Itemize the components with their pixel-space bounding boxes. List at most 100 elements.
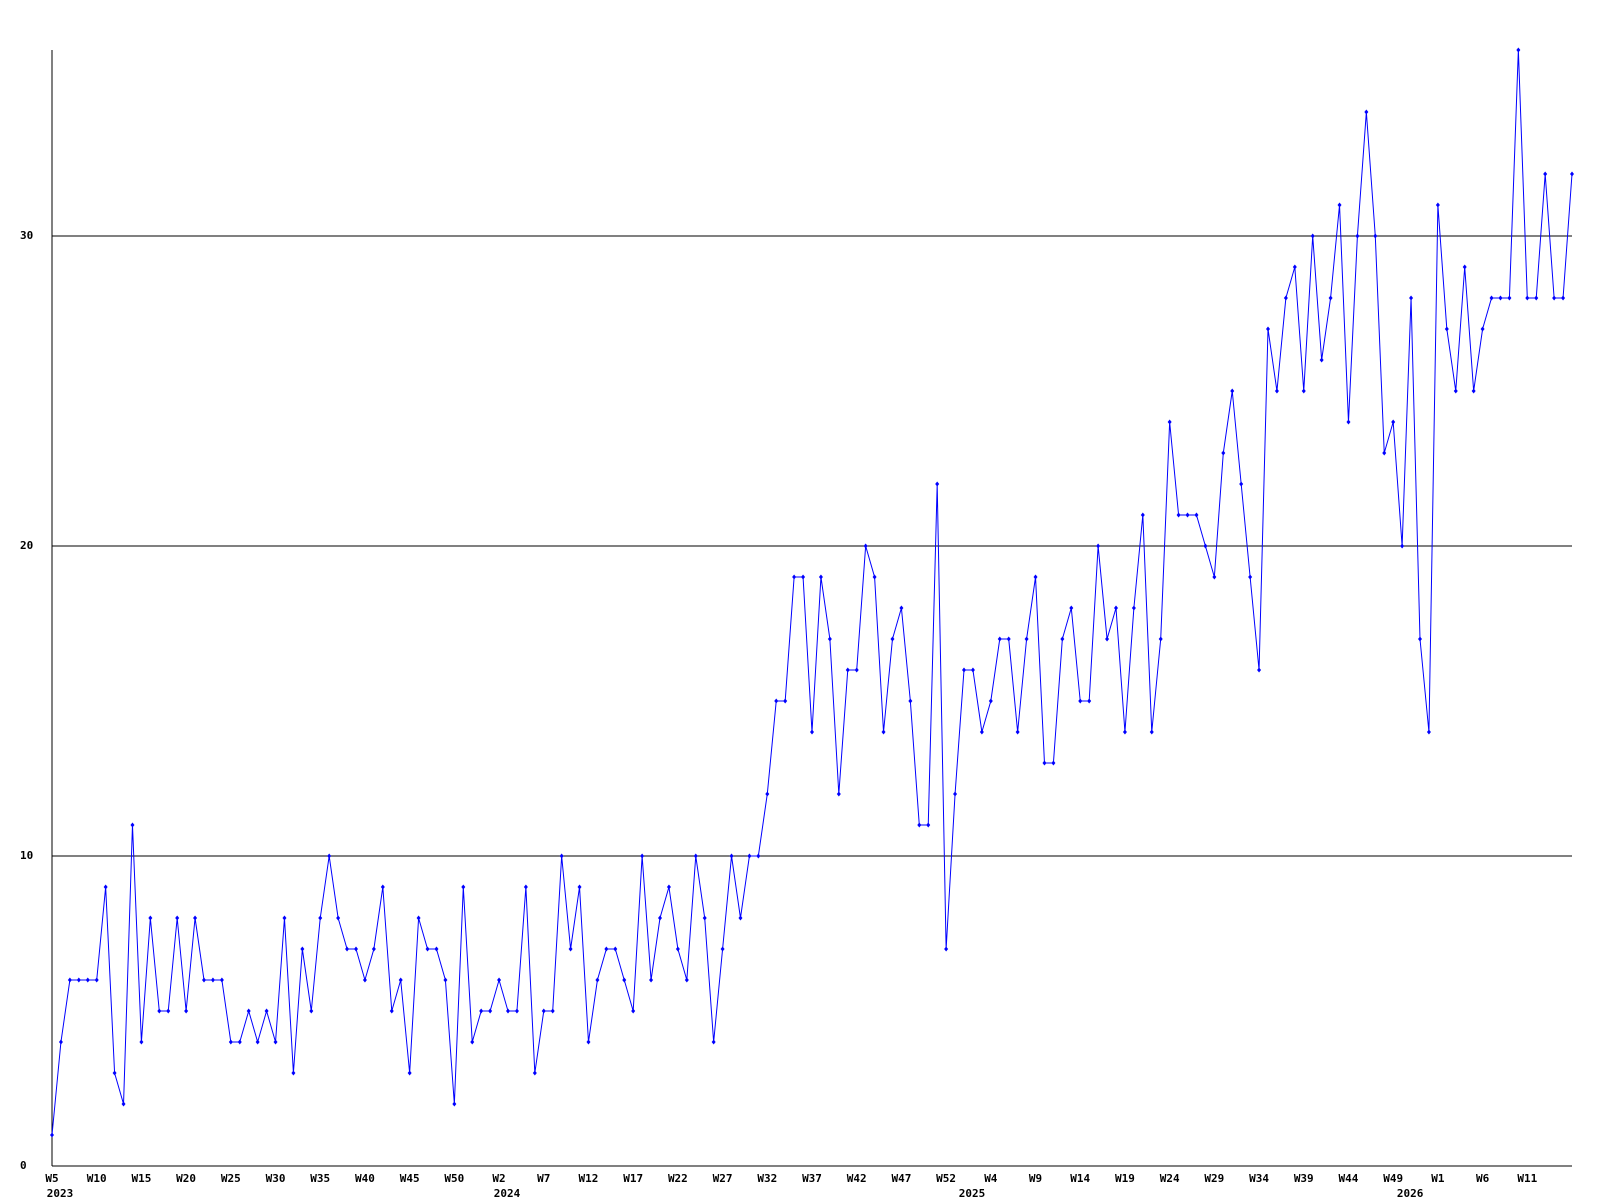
point <box>184 1008 189 1014</box>
x-tick-label: W45 <box>400 1172 420 1185</box>
point <box>640 853 645 859</box>
point <box>1561 295 1566 301</box>
point <box>1471 388 1476 394</box>
point <box>1507 295 1512 301</box>
x-tick-label: W25 <box>221 1172 241 1185</box>
point <box>1400 543 1405 549</box>
point <box>613 946 618 952</box>
point <box>506 1008 510 1014</box>
point <box>1283 295 1288 301</box>
point <box>810 729 814 735</box>
point <box>112 1070 117 1076</box>
point <box>604 946 609 952</box>
x-tick-label: W50 <box>444 1172 464 1185</box>
point <box>1221 450 1226 456</box>
point <box>1310 233 1315 239</box>
point <box>1444 326 1449 332</box>
x-tick-label: W6 <box>1476 1172 1490 1185</box>
point <box>1266 326 1270 332</box>
point <box>1328 295 1333 301</box>
point <box>1382 450 1387 456</box>
point <box>622 977 627 983</box>
point <box>371 946 376 952</box>
x-tick-label: W9 <box>1029 1172 1042 1185</box>
point <box>559 853 564 859</box>
x-tick-label: W42 <box>847 1172 867 1185</box>
point <box>425 946 430 952</box>
point <box>988 698 993 704</box>
point <box>801 574 806 580</box>
point <box>443 977 448 983</box>
x-tick-label: W27 <box>713 1172 733 1185</box>
point <box>595 977 600 983</box>
point <box>103 884 108 890</box>
point <box>398 977 403 983</box>
point <box>1033 574 1038 580</box>
x-tick-label: W14 <box>1070 1172 1090 1185</box>
point <box>470 1039 475 1045</box>
point <box>1024 636 1029 642</box>
point <box>756 853 761 859</box>
point <box>255 1039 260 1045</box>
point <box>1453 388 1458 394</box>
x-tick-label: W52 <box>936 1172 956 1185</box>
x-tick-label: W5 <box>45 1172 58 1185</box>
x-tick-label: W37 <box>802 1172 822 1185</box>
point <box>1462 264 1467 270</box>
point <box>649 977 654 983</box>
point <box>193 915 198 921</box>
point <box>774 698 779 704</box>
x-tick-label: W22 <box>668 1172 688 1185</box>
point <box>944 946 949 952</box>
point <box>1391 419 1396 425</box>
point <box>702 915 707 921</box>
y-tick-label: 30 <box>20 229 33 242</box>
point <box>1364 109 1369 115</box>
x-tick-label: W24 <box>1160 1172 1180 1185</box>
point <box>854 667 859 673</box>
point <box>1409 295 1414 301</box>
point <box>1176 512 1181 518</box>
point <box>237 1039 242 1045</box>
point <box>380 884 385 890</box>
point <box>282 915 287 921</box>
x-tick-label: W20 <box>176 1172 196 1185</box>
point <box>1426 729 1431 735</box>
x-tick-label: W44 <box>1339 1172 1359 1185</box>
point <box>1435 202 1440 208</box>
x-tick-label: W32 <box>757 1172 777 1185</box>
point <box>953 791 958 797</box>
point <box>452 1101 457 1107</box>
point <box>416 915 421 921</box>
x-tick-label: W4 <box>984 1172 998 1185</box>
point <box>1373 233 1378 239</box>
x-tick-label: W15 <box>131 1172 151 1185</box>
point <box>327 853 332 859</box>
point <box>1257 667 1262 673</box>
point <box>1319 357 1324 363</box>
x-tick-label: W34 <box>1249 1172 1269 1185</box>
point <box>532 1070 537 1076</box>
point <box>765 791 770 797</box>
point <box>1149 729 1154 735</box>
point <box>1096 543 1101 549</box>
point <box>1337 202 1342 208</box>
year-label: 2024 <box>494 1187 521 1200</box>
point <box>228 1039 233 1045</box>
point <box>1087 698 1092 704</box>
point <box>354 946 358 952</box>
point <box>1167 419 1172 425</box>
point <box>514 1008 519 1014</box>
x-tick-label: W40 <box>355 1172 375 1185</box>
x-tick-label: W49 <box>1383 1172 1403 1185</box>
point <box>962 667 966 673</box>
point <box>291 1070 296 1076</box>
x-tick-label: W17 <box>623 1172 643 1185</box>
point <box>1570 171 1574 177</box>
x-tick-label: W30 <box>266 1172 286 1185</box>
point <box>1060 636 1065 642</box>
x-tick-label: W7 <box>537 1172 550 1185</box>
point <box>729 853 734 859</box>
point <box>1230 388 1235 394</box>
